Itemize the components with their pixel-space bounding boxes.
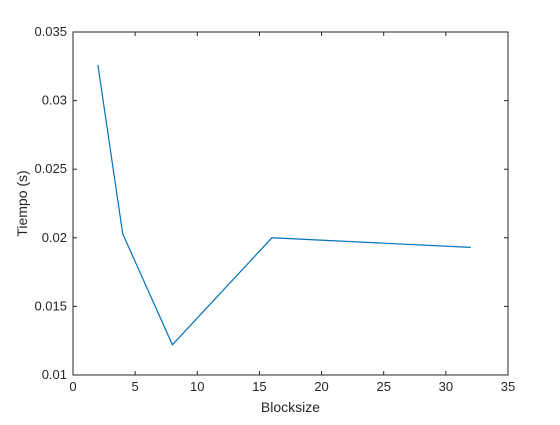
y-tick-label: 0.02 (42, 230, 67, 245)
x-tick-label: 35 (501, 379, 515, 394)
x-tick-label: 10 (190, 379, 204, 394)
y-tick-label: 0.035 (34, 24, 67, 39)
series-line (97, 64, 471, 346)
y-axis: 0.01 0.015 0.02 0.025 0.03 0.035 (34, 24, 508, 382)
y-axis-label: Tiempo (s) (14, 170, 30, 236)
y-tick-label: 0.01 (42, 367, 67, 382)
x-axis: 0 5 10 15 20 25 30 35 (69, 32, 515, 394)
x-tick-label: 0 (69, 379, 76, 394)
x-axis-label: Blocksize (261, 399, 320, 415)
series-layer (97, 64, 471, 346)
y-tick-label: 0.025 (34, 161, 67, 176)
x-tick-label: 25 (376, 379, 390, 394)
y-tick-label: 0.03 (42, 93, 67, 108)
x-tick-label: 30 (439, 379, 453, 394)
x-tick-label: 20 (314, 379, 328, 394)
x-tick-label: 5 (132, 379, 139, 394)
y-tick-label: 0.015 (34, 298, 67, 313)
x-tick-label: 15 (252, 379, 266, 394)
plot-area (72, 31, 509, 376)
